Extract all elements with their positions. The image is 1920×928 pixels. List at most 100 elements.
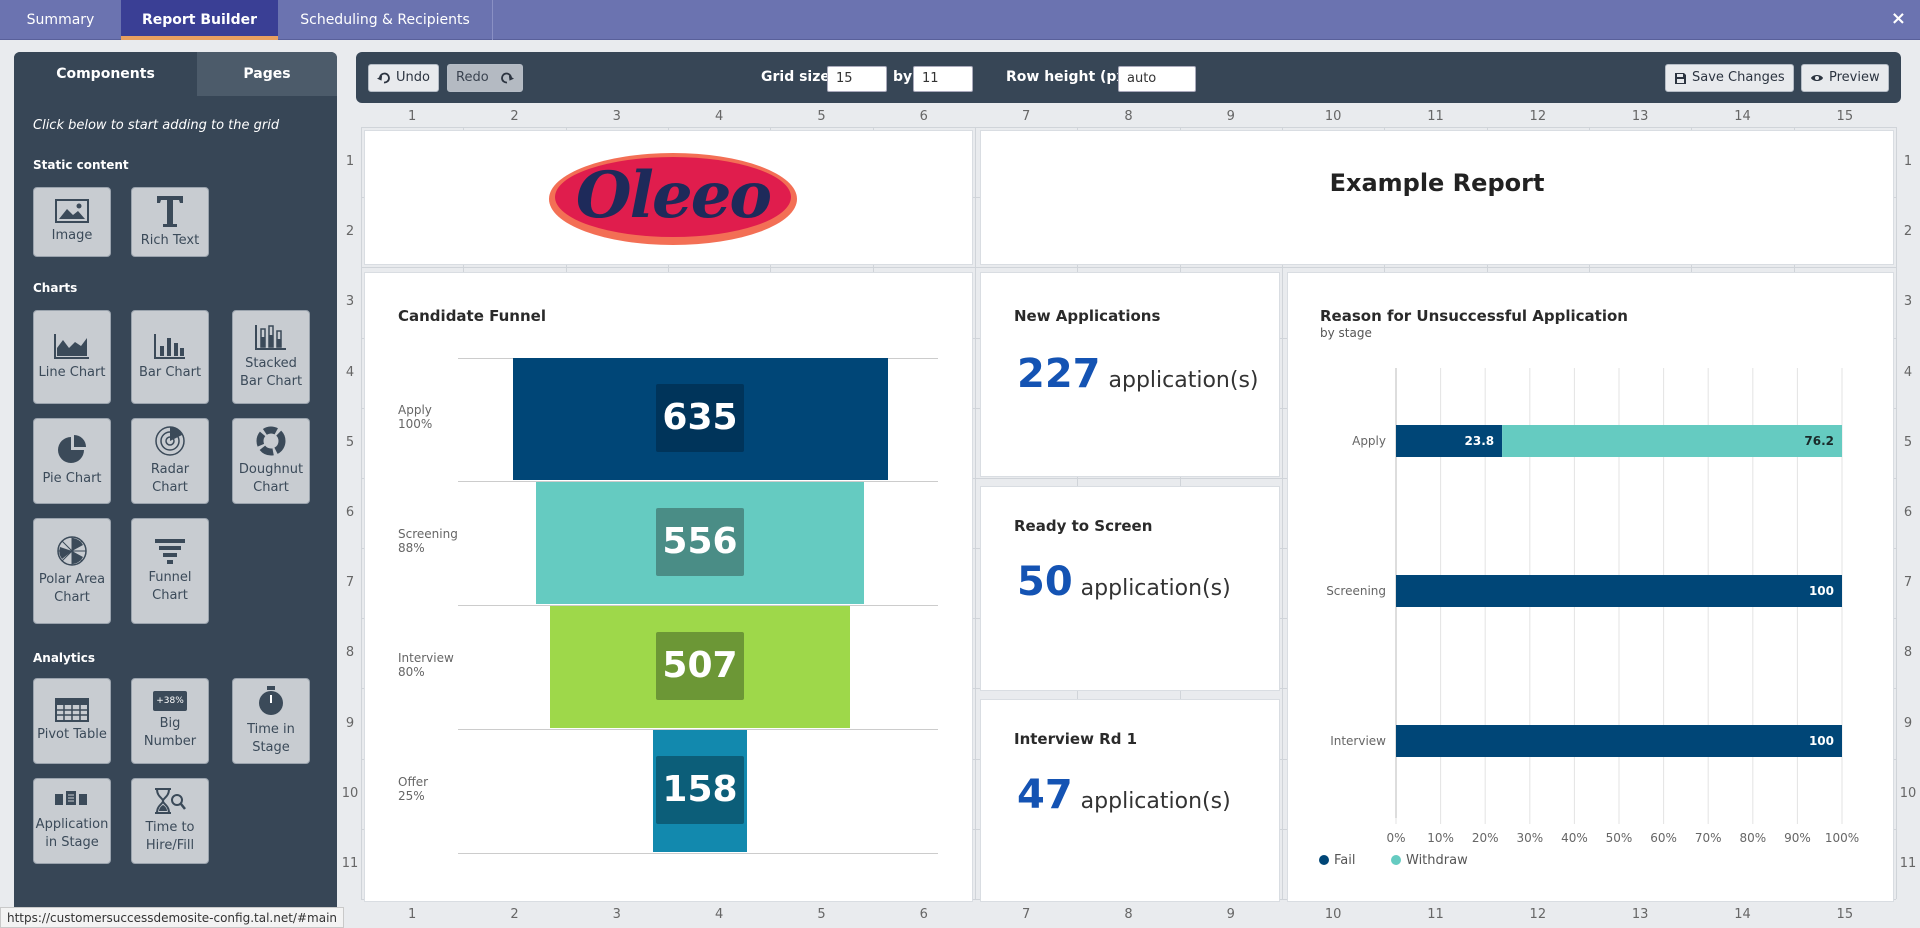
component-line-chart[interactable]: Line Chart <box>33 310 111 404</box>
grid-rows-input[interactable]: 11 <box>913 66 973 92</box>
big-number-panel-new-applications[interactable]: New Applications 227 application(s) <box>980 272 1280 477</box>
grid-row-number: 4 <box>345 364 355 380</box>
chart-bar <box>1396 575 1842 607</box>
grid-row-number: 8 <box>345 645 355 661</box>
component-label: Polar Area Chart <box>38 572 106 605</box>
section-static-content: Static content <box>33 158 129 172</box>
grid-cols-input[interactable]: 15 <box>827 66 887 92</box>
big-number-panel-ready-to-screen[interactable]: Ready to Screen 50 application(s) <box>980 486 1280 691</box>
y-category-label: Interview <box>1330 734 1386 748</box>
top-tab-bar: Summary Report Builder Scheduling & Reci… <box>0 0 1920 40</box>
section-analytics: Analytics <box>33 651 95 665</box>
line-chart-icon <box>54 334 89 359</box>
grid-row-number: 2 <box>345 224 355 240</box>
grid-row-number: 10 <box>1899 785 1917 801</box>
component-polar-area-chart[interactable]: Polar Area Chart <box>33 518 111 624</box>
grid-column-number: 14 <box>1734 109 1751 124</box>
oleeo-logo <box>549 153 797 245</box>
component-rich-text[interactable]: Rich Text <box>131 187 209 257</box>
grid-column-number: 12 <box>1529 109 1547 124</box>
pie-chart-icon <box>58 435 86 463</box>
grid-column-number: 11 <box>1427 109 1444 124</box>
data-label: 76.2 <box>1804 434 1834 448</box>
big-number-panel-interview-rd1[interactable]: Interview Rd 1 47 application(s) <box>980 699 1280 902</box>
component-big-number[interactable]: +38% Big Number <box>131 678 209 764</box>
grid-row-number: 1 <box>1903 154 1913 170</box>
component-label: Bar Chart <box>138 365 202 380</box>
grid-row-number: 11 <box>1899 855 1917 871</box>
tab-components[interactable]: Components <box>14 52 197 96</box>
tab-scheduling-recipients[interactable]: Scheduling & Recipients <box>278 0 493 40</box>
data-label: 100 <box>1809 584 1834 598</box>
undo-label: Undo <box>396 70 430 85</box>
component-image[interactable]: Image <box>33 187 111 257</box>
grid-column-number: 2 <box>510 109 519 124</box>
component-label: Funnel Chart <box>148 570 192 603</box>
x-tick-label: 30% <box>1516 831 1543 845</box>
undo-button[interactable]: Undo <box>368 64 439 92</box>
hourglass-search-icon <box>155 788 186 814</box>
component-label: Pivot Table <box>37 727 107 742</box>
funnel-title: Candidate Funnel <box>398 307 546 325</box>
component-radar-chart[interactable]: Radar Chart <box>131 418 209 504</box>
component-time-to-hire-fill[interactable]: Time to Hire/Fill <box>131 778 209 864</box>
grid-column-number: 15 <box>1836 907 1854 922</box>
close-icon[interactable]: × <box>1890 8 1906 29</box>
eye-icon <box>1811 75 1823 81</box>
chart-title: Reason for Unsuccessful Application <box>1320 307 1628 325</box>
row-height-input[interactable]: auto <box>1118 66 1196 92</box>
grid-column-number: 8 <box>1124 109 1133 124</box>
component-label: Time to Hire/Fill <box>145 820 195 853</box>
component-label: Radar Chart <box>150 462 190 495</box>
logo-panel[interactable]: Oleeo <box>364 130 973 265</box>
data-label: 23.8 <box>1465 434 1495 448</box>
image-icon <box>55 199 89 223</box>
grid-line <box>1896 127 1897 899</box>
tab-pages[interactable]: Pages <box>197 52 337 96</box>
component-application-in-stage[interactable]: Application in Stage <box>33 778 111 864</box>
x-tick-label: 50% <box>1606 831 1633 845</box>
grid-column-number: 1 <box>408 109 417 124</box>
y-category-label: Screening <box>1326 584 1386 598</box>
funnel-chart-panel[interactable]: Candidate Funnel 635 Apply 100% 556 Screenin… <box>364 272 973 902</box>
grid-column-number: 7 <box>1022 109 1031 124</box>
x-tick-label: 60% <box>1650 831 1677 845</box>
bar-chart-icon <box>154 334 185 359</box>
grid-row-number: 5 <box>1903 434 1913 450</box>
pivot-table-icon <box>55 698 89 722</box>
x-tick-label: 70% <box>1695 831 1722 845</box>
text-icon <box>157 196 183 227</box>
chart-bar <box>1396 725 1842 757</box>
tab-report-builder[interactable]: Report Builder <box>121 0 278 40</box>
title-panel[interactable]: Example Report <box>980 130 1894 265</box>
tab-summary[interactable]: Summary <box>26 12 95 28</box>
chart-subtitle: by stage <box>1320 326 1372 340</box>
component-pivot-table[interactable]: Pivot Table <box>33 678 111 764</box>
component-stacked-bar-chart[interactable]: Stacked Bar Chart <box>232 310 310 404</box>
big-number-unit: application(s) <box>1080 789 1231 814</box>
preview-button[interactable]: Preview <box>1801 64 1889 92</box>
grid-column-number: 9 <box>1226 109 1235 124</box>
component-time-in-stage[interactable]: Time in Stage <box>232 678 310 764</box>
component-label: Big Number <box>143 716 197 749</box>
grid-row-number: 1 <box>345 154 355 170</box>
legend-label: Fail <box>1334 853 1355 868</box>
save-changes-button[interactable]: Save Changes <box>1665 64 1794 92</box>
data-label: 100 <box>1809 734 1834 748</box>
component-pie-chart[interactable]: Pie Chart <box>33 418 111 504</box>
stacked-bar-chart-panel[interactable]: Reason for Unsuccessful Application by s… <box>1287 272 1894 902</box>
grid-column-number: 6 <box>919 907 928 922</box>
redo-button[interactable]: Redo <box>447 64 523 92</box>
grid-row-number: 10 <box>341 785 359 801</box>
component-label: Doughnut Chart <box>238 462 304 495</box>
component-doughnut-chart[interactable]: Doughnut Chart <box>232 418 310 504</box>
doughnut-chart-icon <box>256 426 286 456</box>
grid-row-number: 6 <box>1903 505 1913 520</box>
grid-column-number: 10 <box>1324 907 1342 922</box>
funnel-gridline <box>458 481 938 482</box>
component-funnel-chart[interactable]: Funnel Chart <box>131 518 209 624</box>
component-bar-chart[interactable]: Bar Chart <box>131 310 209 404</box>
chart-bar <box>1502 425 1842 457</box>
grid-row-number: 3 <box>345 294 355 310</box>
grid-line <box>361 477 1896 479</box>
